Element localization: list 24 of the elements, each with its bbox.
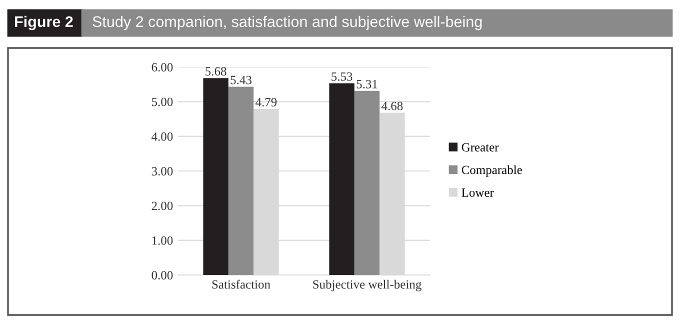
legend-label: Comparable: [462, 165, 522, 177]
y-tick-label: 0.00: [152, 271, 173, 280]
caption: Figure 2: [15, 16, 73, 30]
data-label: 5.31: [356, 80, 378, 88]
legend-label: Lower: [462, 188, 494, 197]
legend-label: Greater: [462, 143, 499, 152]
bar: [329, 83, 354, 275]
y-tick-label: 6.00: [152, 63, 173, 72]
bar: [354, 90, 380, 275]
x-tick-label: Satisfaction: [212, 280, 270, 289]
data-label: 5.53: [332, 72, 352, 81]
bar: [203, 78, 228, 275]
data-label: 5.43: [230, 76, 252, 84]
x-tick-label: Subjective well-being: [313, 280, 422, 292]
data-label: 5.68: [206, 67, 226, 76]
y-tick-label: 4.00: [152, 132, 173, 141]
chart-title: Study 2 companion, satisfaction and subjective well-being: [92, 16, 482, 30]
y-tick-label: 5.00: [152, 98, 173, 106]
y-tick-label: 1.00: [152, 236, 173, 245]
y-tick-label: 2.00: [152, 202, 173, 210]
bar: [228, 86, 254, 275]
data-label: 4.68: [382, 102, 403, 110]
y-tick-label: 3.00: [152, 167, 173, 176]
data-label: 4.79: [256, 98, 277, 106]
